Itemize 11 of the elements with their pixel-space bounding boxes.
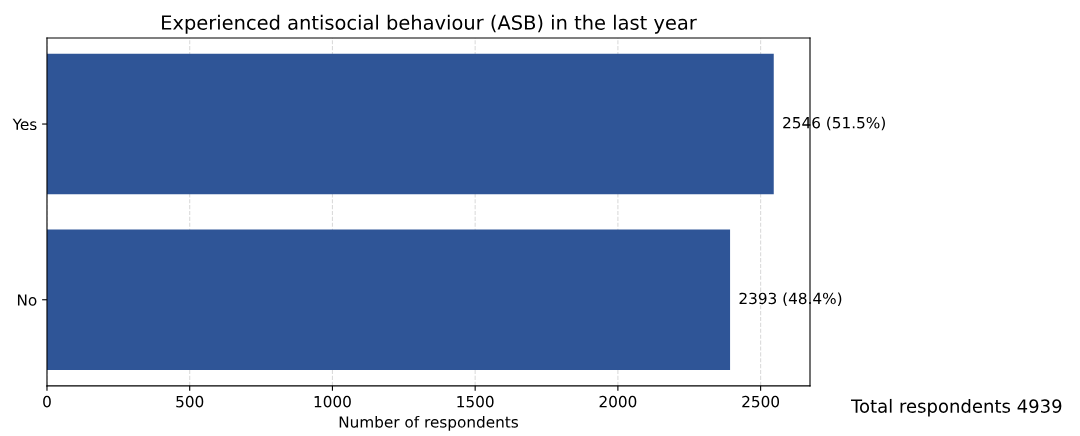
x-axis-title: Number of respondents [339, 415, 519, 431]
x-tick-label: 2000 [599, 395, 637, 408]
x-tick-label: 2500 [742, 395, 780, 408]
text: Total respondents 4939 [850, 398, 1062, 417]
x-tick-label: 1500 [457, 395, 494, 408]
x-tick-label: 1000 [314, 395, 351, 408]
y-tick-label: No [17, 294, 37, 306]
x-tick-label: 0 [43, 395, 51, 408]
chart-title: Experienced antisocial behaviour (ASB) in the last year [162, 14, 697, 34]
x-tick-label: 500 [176, 395, 204, 408]
y-tick-label: Yes [12, 118, 37, 131]
